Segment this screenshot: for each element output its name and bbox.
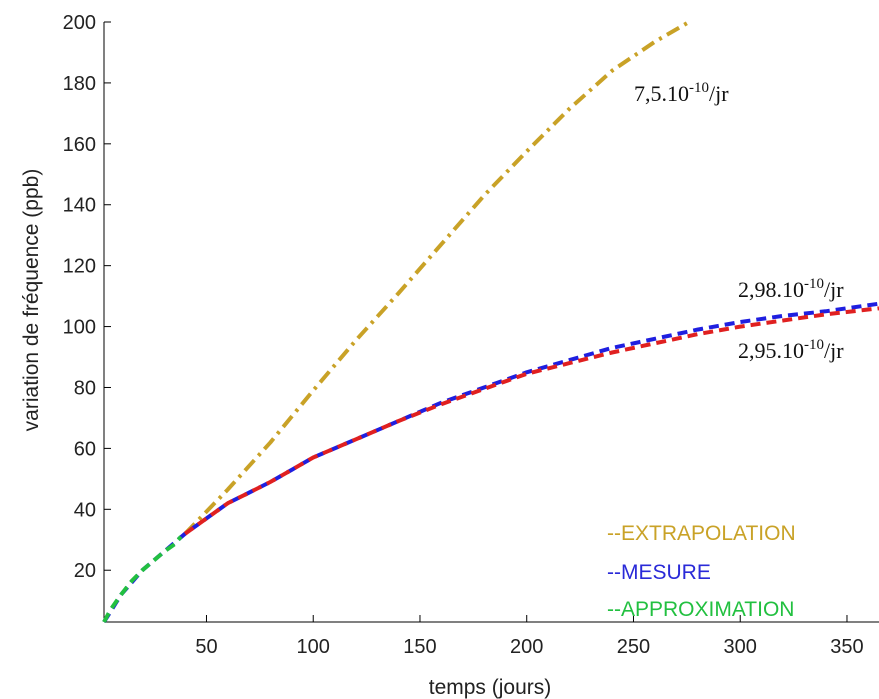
y-tick-label: 160 — [63, 134, 96, 156]
legend-item-mesure: --MESURE — [607, 561, 711, 584]
series-line-mesure — [102, 301, 879, 624]
annotation-extrapolation-slope: 7,5.10-10/jr — [634, 80, 729, 106]
annotation-mesure-slope: 2,98.10-10/jr — [738, 276, 844, 302]
y-axis-label: variation de fréquence (ppb) — [20, 169, 43, 432]
series-line-red — [183, 306, 879, 536]
series-line-approximation — [102, 535, 183, 623]
y-tick-label: 140 — [63, 195, 96, 217]
y-tick-label: 40 — [74, 499, 96, 521]
x-tick-label: 350 — [830, 636, 863, 658]
x-tick-label: 100 — [297, 636, 330, 658]
x-axis-label: temps (jours) — [429, 676, 552, 699]
y-tick-label: 200 — [63, 12, 96, 34]
y-tick-label: 100 — [63, 317, 96, 339]
y-tick-label: 60 — [74, 438, 96, 460]
legend-item-approximation: --APPROXIMATION — [607, 598, 794, 621]
x-tick-label: 150 — [403, 636, 436, 658]
y-tick-label: 180 — [63, 73, 96, 95]
x-tick-label: 250 — [617, 636, 650, 658]
x-tick-label: 50 — [195, 636, 217, 658]
y-tick-label: 120 — [63, 256, 96, 278]
y-tick-label: 20 — [74, 560, 96, 582]
axes — [103, 21, 879, 623]
tick-labels: 50 100 150 200 250 300 350 20 40 60 80 100 120 140 160… — [63, 12, 864, 658]
annotation-red-slope: 2,95.10-10/jr — [738, 337, 844, 363]
legend-item-extrapolation: --EXTRAPOLATION — [607, 522, 796, 545]
legend: --EXTRAPOLATION --MESURE --APPROXIMATION — [607, 522, 796, 621]
series-lines — [102, 20, 879, 624]
y-tick-label: 80 — [74, 377, 96, 399]
x-tick-label: 300 — [724, 636, 757, 658]
series-line-extrapolation — [183, 20, 691, 536]
x-tick-label: 200 — [510, 636, 543, 658]
